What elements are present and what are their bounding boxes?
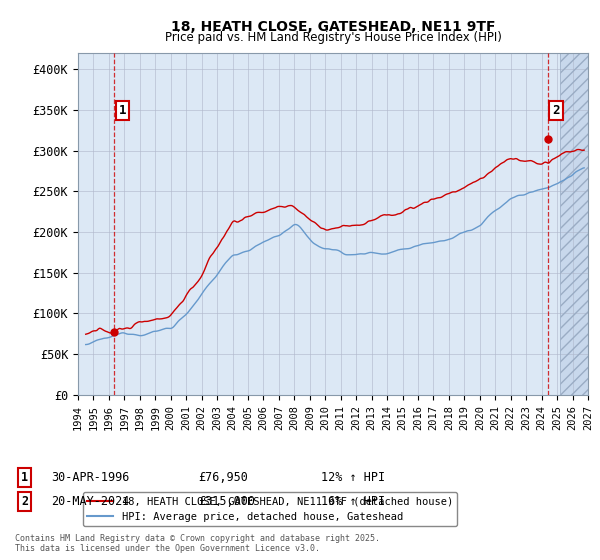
Bar <box>560 53 588 395</box>
Text: Contains HM Land Registry data © Crown copyright and database right 2025.
This d: Contains HM Land Registry data © Crown c… <box>15 534 380 553</box>
Bar <box>560 53 588 395</box>
Text: 2: 2 <box>552 104 560 116</box>
Legend: 18, HEATH CLOSE, GATESHEAD, NE11 9TF (detached house), HPI: Average price, detac: 18, HEATH CLOSE, GATESHEAD, NE11 9TF (de… <box>83 492 457 526</box>
Text: 1: 1 <box>21 470 28 484</box>
Text: 18, HEATH CLOSE, GATESHEAD, NE11 9TF: 18, HEATH CLOSE, GATESHEAD, NE11 9TF <box>171 20 495 34</box>
Text: 16% ↑ HPI: 16% ↑ HPI <box>321 494 385 508</box>
Text: £76,950: £76,950 <box>198 470 248 484</box>
Text: 30-APR-1996: 30-APR-1996 <box>51 470 130 484</box>
Text: £315,000: £315,000 <box>198 494 255 508</box>
Text: 1: 1 <box>119 104 126 116</box>
Text: 2: 2 <box>21 494 28 508</box>
Text: 20-MAY-2024: 20-MAY-2024 <box>51 494 130 508</box>
Text: Price paid vs. HM Land Registry's House Price Index (HPI): Price paid vs. HM Land Registry's House … <box>164 31 502 44</box>
Text: 12% ↑ HPI: 12% ↑ HPI <box>321 470 385 484</box>
